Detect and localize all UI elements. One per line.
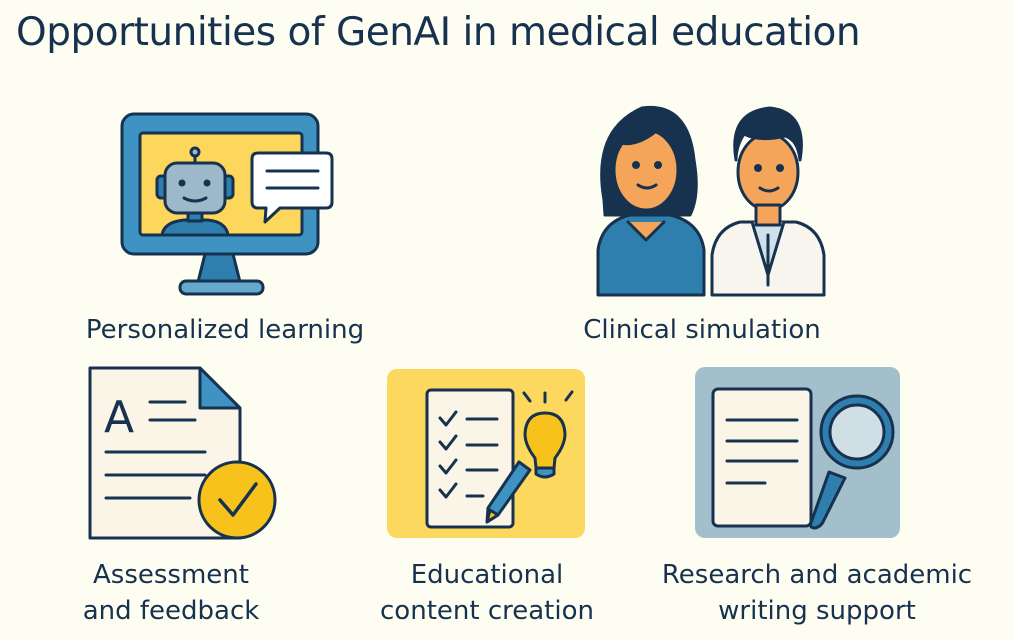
document-magnifier-icon (695, 367, 900, 538)
label-line: Personalized learning (85, 315, 365, 345)
label-line: Research and academic (661, 560, 973, 590)
label-line: Assessment (93, 560, 249, 590)
label-line: writing support (718, 596, 916, 626)
label-personalized-learning: Personalized learning (86, 312, 364, 348)
computer-robot-chat-icon (120, 112, 334, 296)
document-checkmark-icon: A (88, 366, 277, 540)
label-line: Clinical simulation (583, 315, 821, 345)
svg-text:A: A (104, 392, 134, 443)
label-clinical-simulation: Clinical simulation (583, 312, 821, 348)
label-research-writing-support: Research and academic writing support (662, 557, 972, 629)
checklist-lightbulb-icon (387, 369, 585, 538)
label-line: and feedback (82, 596, 260, 626)
label-educational-content-creation: Educational content creation (380, 557, 594, 629)
label-assessment-feedback: Assessment and feedback (83, 557, 260, 629)
label-line: content creation (380, 596, 594, 626)
page-title: Opportunities of GenAI in medical educat… (16, 10, 861, 55)
label-line: Educational (410, 560, 564, 590)
patient-doctor-icon (596, 105, 826, 297)
